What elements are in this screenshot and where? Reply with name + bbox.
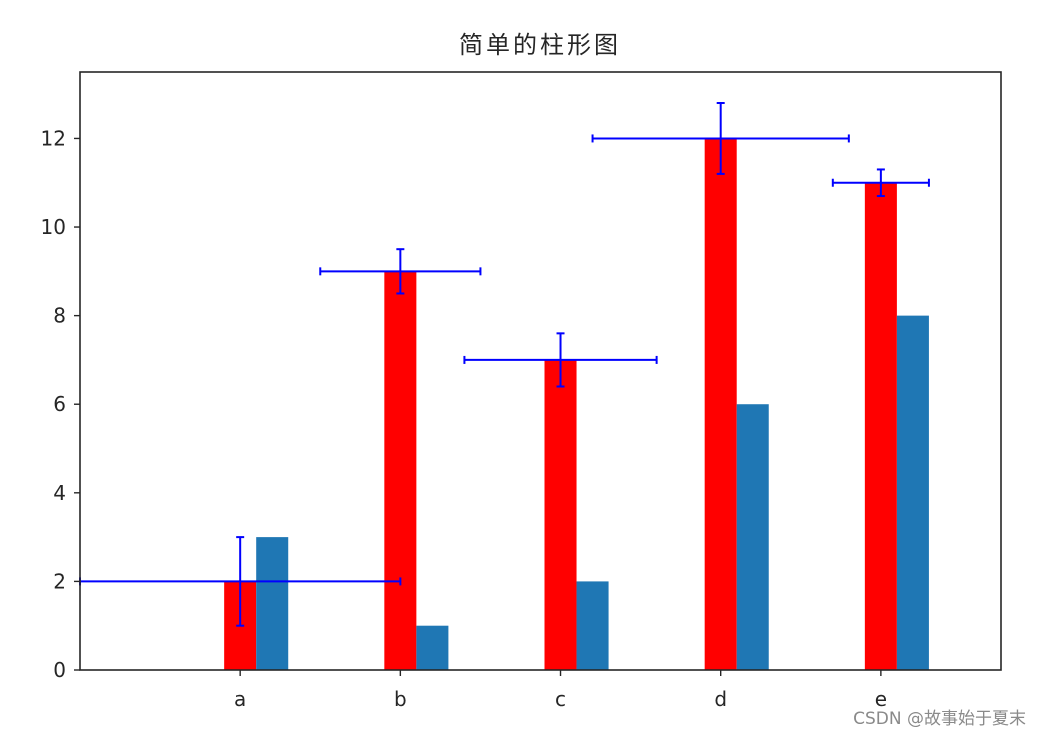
y-tick-label-10: 10	[41, 215, 66, 239]
bar-series2-a	[256, 537, 289, 670]
bar-series1-e	[864, 182, 897, 671]
x-axis: a b c d e	[234, 670, 887, 711]
y-tick-label-12: 12	[41, 126, 66, 150]
y-tick-label-8: 8	[53, 304, 66, 328]
error-bars-layer	[79, 102, 930, 627]
watermark: CSDN @故事始于夏末	[853, 709, 1026, 729]
y-tick-label-4: 4	[53, 481, 66, 505]
y-axis: 0 2 4 6 8 10 12	[41, 126, 80, 682]
y-tick-label-2: 2	[53, 569, 66, 593]
bar-series2-e	[896, 315, 929, 670]
plot-area-frame	[79, 71, 1002, 671]
y-tick-label-0: 0	[53, 658, 66, 682]
bar-series2-d	[736, 404, 769, 670]
bar-series1-c	[544, 359, 577, 670]
bar-series1-b	[384, 271, 417, 670]
x-tick-label-a: a	[234, 687, 246, 711]
x-tick-label-e: e	[875, 687, 887, 711]
bars-layer	[224, 138, 929, 671]
chart-title: 简单的柱形图	[459, 31, 621, 59]
x-tick-label-c: c	[555, 687, 566, 711]
bar-series2-b	[416, 625, 449, 670]
x-tick-label-b: b	[394, 687, 407, 711]
y-tick-label-6: 6	[53, 392, 66, 416]
bar-series2-c	[576, 581, 609, 670]
x-tick-label-d: d	[714, 687, 727, 711]
bar-series1-d	[704, 138, 737, 670]
